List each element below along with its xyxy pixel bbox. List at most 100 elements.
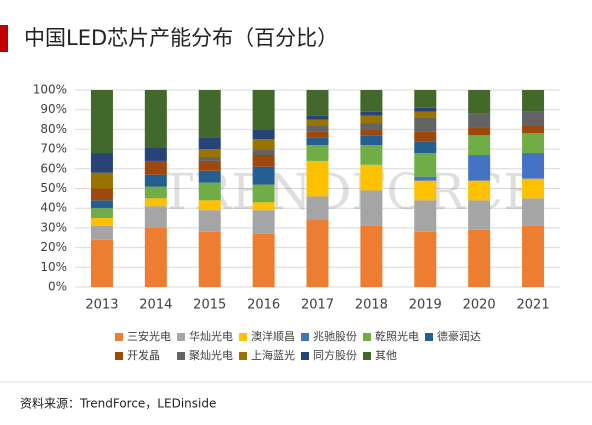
bar-segment: [144, 174, 167, 187]
bar-segment: [90, 225, 113, 240]
x-tick-label: 2015: [193, 298, 226, 313]
bar-segment: [306, 160, 329, 197]
y-tick-label: 100%: [33, 83, 67, 97]
bar-segment: [522, 125, 545, 134]
bar-segment: [414, 117, 437, 132]
y-tick-label: 70%: [40, 142, 67, 156]
legend-label: 开发晶: [127, 348, 160, 362]
bar-segment: [360, 123, 383, 130]
y-tick-label: 90%: [40, 102, 67, 116]
legend-swatch: [239, 352, 247, 360]
x-tick-label: 2020: [463, 298, 496, 313]
bar-segment: [144, 90, 167, 148]
bar-segment: [90, 239, 113, 287]
bar-segment: [90, 218, 113, 226]
bar-segment: [144, 227, 167, 287]
bar-segment: [468, 113, 491, 128]
bar-segment: [522, 225, 545, 287]
bar-segment: [414, 200, 437, 232]
bar-segment: [414, 107, 437, 112]
bar-segment: [468, 155, 491, 181]
bar-segment: [360, 145, 383, 165]
legend-swatch: [115, 333, 123, 341]
bar-segment: [468, 135, 491, 156]
bar-segment: [144, 206, 167, 228]
bar-segment: [252, 129, 275, 140]
y-tick-label: 0%: [48, 280, 67, 294]
bar-segment: [90, 90, 113, 154]
bar-segment: [90, 200, 113, 209]
legend-label: 德豪润达: [437, 329, 481, 343]
x-tick-label: 2019: [409, 298, 442, 313]
bar-segment: [360, 111, 383, 116]
y-tick-label: 20%: [40, 240, 67, 254]
bar-segment: [468, 127, 491, 136]
bar-segment: [252, 233, 275, 287]
bar-segment: [198, 210, 221, 232]
legend-label: 兆驰股份: [313, 329, 357, 343]
bar-segment: [198, 137, 221, 150]
y-tick-label: 10%: [40, 260, 67, 274]
bar-segment: [360, 115, 383, 124]
legend-swatch: [115, 352, 123, 360]
bar-segment: [252, 166, 275, 185]
bar-segment: [198, 170, 221, 183]
bar-segment: [252, 184, 275, 203]
bar-segment: [306, 131, 329, 138]
bar-segment: [252, 139, 275, 150]
bar-segment: [144, 147, 167, 161]
bar-segment: [252, 149, 275, 156]
bar-segment: [306, 115, 329, 120]
x-tick-label: 2016: [247, 298, 280, 313]
bar-segment: [414, 131, 437, 142]
bar-segment: [468, 229, 491, 287]
bar-segment: [522, 90, 545, 112]
bar-segment: [468, 180, 491, 201]
bar-segment: [306, 125, 329, 132]
bar-segment: [144, 186, 167, 199]
page-title: 中国LED芯片产能分布（百分比）: [24, 26, 338, 50]
x-tick-label: 2017: [301, 298, 334, 313]
x-tick-label: 2014: [139, 298, 172, 313]
bar-segment: [198, 160, 221, 171]
bar-segment: [306, 137, 329, 146]
legend-label: 同方股份: [313, 348, 357, 362]
bar-segment: [522, 153, 545, 179]
bar-segment: [198, 90, 221, 138]
bar-segment: [90, 153, 113, 173]
bar-segment: [414, 153, 437, 177]
x-tick-label: 2021: [517, 298, 550, 313]
legend-swatch: [425, 333, 433, 341]
bar-segment: [468, 90, 491, 114]
source-note: 资料来源：TrendForce，LEDinside: [20, 397, 216, 411]
bar-segment: [90, 172, 113, 189]
bar-segment: [522, 133, 545, 154]
bar-segment: [360, 129, 383, 136]
y-tick-label: 50%: [40, 181, 67, 195]
bar-segment: [252, 210, 275, 234]
bar-segment: [252, 202, 275, 211]
bar-segment: [360, 164, 383, 191]
legend-swatch: [363, 333, 371, 341]
bar-segment: [306, 119, 329, 126]
bar-segment: [198, 156, 221, 161]
bar-segment: [414, 176, 437, 181]
bar-segment: [90, 208, 113, 219]
bar-segment: [306, 145, 329, 161]
x-tick-label: 2013: [85, 298, 118, 313]
bar-segment: [198, 231, 221, 287]
legend-label: 上海蓝光: [251, 348, 295, 362]
bar-segment: [522, 178, 545, 199]
bar-segment: [198, 182, 221, 201]
bar-segment: [144, 160, 167, 175]
legend-label: 华灿光电: [189, 329, 233, 343]
bar-segment: [90, 188, 113, 201]
legend-swatch: [239, 333, 247, 341]
legend-label: 澳洋顺昌: [251, 329, 295, 343]
bar-segment: [360, 225, 383, 287]
y-tick-label: 30%: [40, 220, 67, 234]
bar-segment: [360, 135, 383, 146]
y-tick-label: 40%: [40, 201, 67, 215]
legend-swatch: [177, 352, 185, 360]
